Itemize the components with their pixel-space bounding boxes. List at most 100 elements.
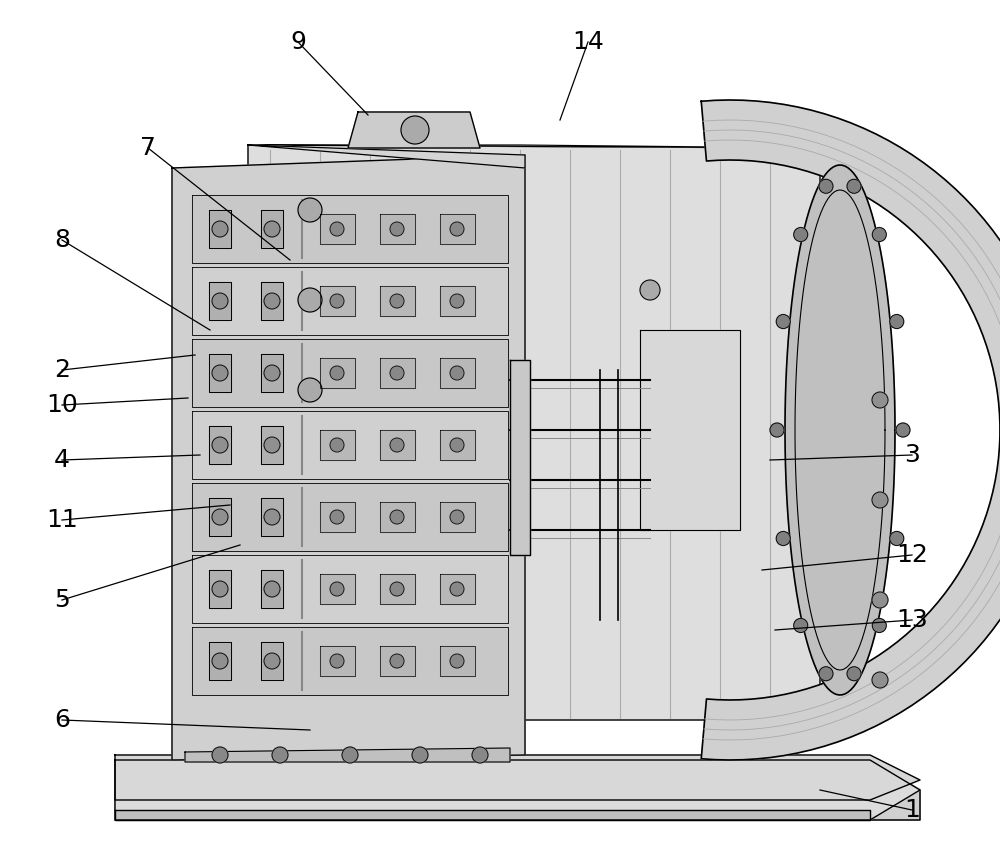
- Polygon shape: [192, 195, 508, 263]
- Circle shape: [264, 221, 280, 237]
- Circle shape: [872, 228, 886, 242]
- Circle shape: [330, 366, 344, 380]
- Circle shape: [212, 437, 228, 453]
- Circle shape: [390, 582, 404, 596]
- Circle shape: [330, 438, 344, 452]
- Polygon shape: [261, 210, 283, 248]
- Polygon shape: [440, 358, 475, 388]
- Text: 8: 8: [54, 228, 70, 252]
- Polygon shape: [192, 267, 508, 335]
- Circle shape: [390, 654, 404, 668]
- Polygon shape: [380, 646, 415, 676]
- Polygon shape: [192, 483, 508, 551]
- Polygon shape: [440, 286, 475, 316]
- Polygon shape: [701, 100, 1000, 760]
- Text: 1: 1: [904, 798, 920, 822]
- Polygon shape: [209, 210, 231, 248]
- Circle shape: [450, 438, 464, 452]
- Polygon shape: [209, 354, 231, 392]
- Circle shape: [212, 293, 228, 309]
- Polygon shape: [320, 214, 354, 244]
- Circle shape: [794, 228, 808, 242]
- Text: 9: 9: [290, 30, 306, 54]
- Circle shape: [264, 581, 280, 597]
- Polygon shape: [380, 430, 415, 460]
- Circle shape: [298, 198, 322, 222]
- Polygon shape: [380, 358, 415, 388]
- Polygon shape: [261, 642, 283, 680]
- Circle shape: [212, 747, 228, 763]
- Circle shape: [390, 294, 404, 308]
- Polygon shape: [115, 760, 920, 820]
- Circle shape: [450, 222, 464, 236]
- Circle shape: [896, 423, 910, 437]
- Circle shape: [390, 438, 404, 452]
- Circle shape: [847, 179, 861, 194]
- Polygon shape: [209, 282, 231, 320]
- Polygon shape: [320, 574, 354, 604]
- Circle shape: [272, 747, 288, 763]
- Polygon shape: [440, 214, 475, 244]
- Circle shape: [872, 618, 886, 633]
- Text: 3: 3: [904, 443, 920, 467]
- Circle shape: [298, 288, 322, 312]
- Polygon shape: [192, 555, 508, 623]
- Polygon shape: [248, 145, 820, 720]
- Polygon shape: [261, 498, 283, 536]
- Polygon shape: [192, 339, 508, 407]
- Text: 11: 11: [46, 508, 78, 532]
- Circle shape: [264, 365, 280, 381]
- Polygon shape: [115, 810, 870, 820]
- Circle shape: [640, 280, 660, 300]
- Polygon shape: [320, 502, 354, 532]
- Text: 5: 5: [54, 588, 70, 612]
- Circle shape: [390, 510, 404, 524]
- Circle shape: [212, 581, 228, 597]
- Polygon shape: [320, 286, 354, 316]
- Circle shape: [412, 747, 428, 763]
- Circle shape: [872, 492, 888, 508]
- Polygon shape: [185, 748, 510, 762]
- Circle shape: [847, 666, 861, 681]
- Polygon shape: [248, 145, 820, 148]
- Polygon shape: [380, 502, 415, 532]
- Circle shape: [872, 672, 888, 688]
- Circle shape: [264, 653, 280, 669]
- Circle shape: [450, 582, 464, 596]
- Circle shape: [890, 531, 904, 545]
- Circle shape: [330, 654, 344, 668]
- Polygon shape: [261, 570, 283, 608]
- Circle shape: [776, 314, 790, 329]
- Circle shape: [212, 509, 228, 525]
- Polygon shape: [209, 426, 231, 464]
- Circle shape: [794, 618, 808, 633]
- Polygon shape: [209, 642, 231, 680]
- Text: 12: 12: [896, 543, 928, 567]
- Text: 6: 6: [54, 708, 70, 732]
- Polygon shape: [440, 574, 475, 604]
- Polygon shape: [380, 286, 415, 316]
- Polygon shape: [261, 426, 283, 464]
- Circle shape: [264, 437, 280, 453]
- Circle shape: [450, 654, 464, 668]
- Polygon shape: [261, 354, 283, 392]
- Polygon shape: [348, 112, 480, 148]
- Circle shape: [450, 366, 464, 380]
- Text: 13: 13: [896, 608, 928, 632]
- Polygon shape: [172, 155, 525, 760]
- Circle shape: [342, 747, 358, 763]
- Polygon shape: [785, 165, 895, 695]
- Polygon shape: [380, 574, 415, 604]
- Circle shape: [872, 592, 888, 608]
- Polygon shape: [209, 498, 231, 536]
- Circle shape: [770, 423, 784, 437]
- Circle shape: [212, 653, 228, 669]
- Polygon shape: [115, 755, 920, 800]
- Polygon shape: [440, 430, 475, 460]
- Circle shape: [330, 582, 344, 596]
- Polygon shape: [320, 646, 354, 676]
- Polygon shape: [640, 330, 740, 530]
- Polygon shape: [115, 760, 920, 820]
- Circle shape: [390, 222, 404, 236]
- Polygon shape: [440, 502, 475, 532]
